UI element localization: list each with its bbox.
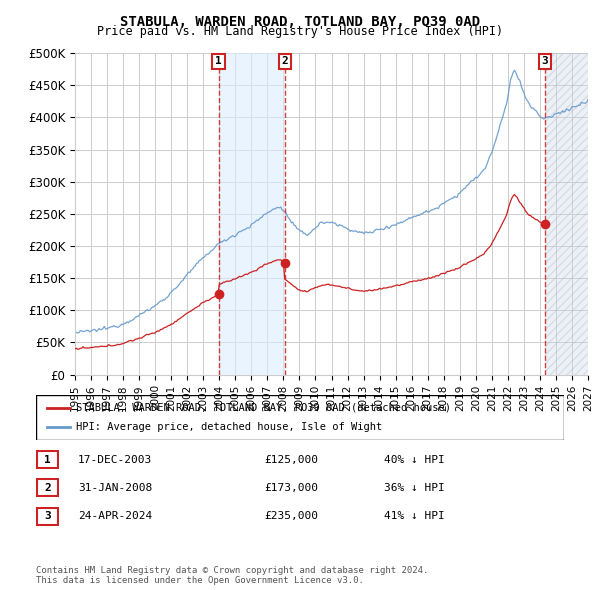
Text: 2: 2 [44,483,51,493]
Text: HPI: Average price, detached house, Isle of Wight: HPI: Average price, detached house, Isle… [76,422,382,432]
Text: £173,000: £173,000 [264,483,318,493]
Text: Contains HM Land Registry data © Crown copyright and database right 2024.: Contains HM Land Registry data © Crown c… [36,566,428,575]
Text: Price paid vs. HM Land Registry's House Price Index (HPI): Price paid vs. HM Land Registry's House … [97,25,503,38]
Text: 1: 1 [215,57,222,67]
Text: This data is licensed under the Open Government Licence v3.0.: This data is licensed under the Open Gov… [36,576,364,585]
Text: 17-DEC-2003: 17-DEC-2003 [78,455,152,464]
Text: £125,000: £125,000 [264,455,318,464]
Text: 31-JAN-2008: 31-JAN-2008 [78,483,152,493]
Bar [218,53,284,375]
Bar [545,53,588,375]
Text: 3: 3 [44,512,51,521]
Text: STABULA, WARDEN ROAD, TOTLAND BAY, PO39 0AD (detached house): STABULA, WARDEN ROAD, TOTLAND BAY, PO39 … [76,403,451,412]
Text: 40% ↓ HPI: 40% ↓ HPI [384,455,445,464]
Text: 24-APR-2024: 24-APR-2024 [78,512,152,521]
Text: 41% ↓ HPI: 41% ↓ HPI [384,512,445,521]
Text: 3: 3 [542,57,548,67]
Text: £235,000: £235,000 [264,512,318,521]
Text: 2: 2 [281,57,288,67]
Text: STABULA, WARDEN ROAD, TOTLAND BAY, PO39 0AD: STABULA, WARDEN ROAD, TOTLAND BAY, PO39 … [120,15,480,29]
Text: 1: 1 [44,455,51,464]
Text: 36% ↓ HPI: 36% ↓ HPI [384,483,445,493]
